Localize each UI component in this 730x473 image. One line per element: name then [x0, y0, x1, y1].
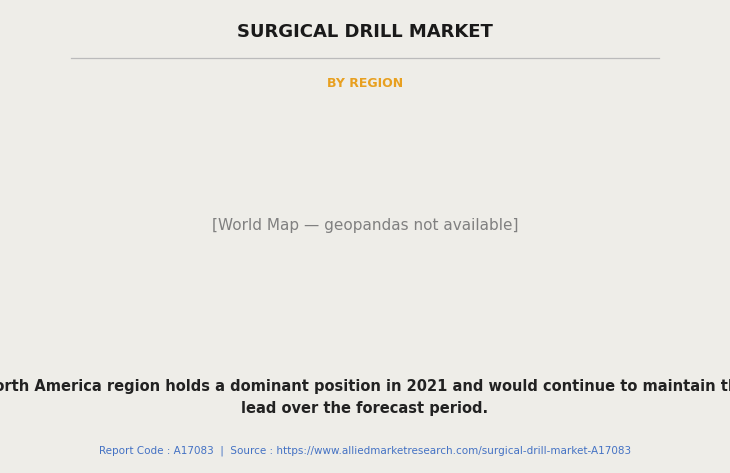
Text: Report Code : A17083  |  Source : https://www.alliedmarketresearch.com/surgical-: Report Code : A17083 | Source : https://… [99, 446, 631, 456]
Text: SURGICAL DRILL MARKET: SURGICAL DRILL MARKET [237, 23, 493, 41]
Text: BY REGION: BY REGION [327, 77, 403, 90]
Text: North America region holds a dominant position in 2021 and would continue to mai: North America region holds a dominant po… [0, 379, 730, 416]
Text: [World Map — geopandas not available]: [World Map — geopandas not available] [212, 218, 518, 233]
